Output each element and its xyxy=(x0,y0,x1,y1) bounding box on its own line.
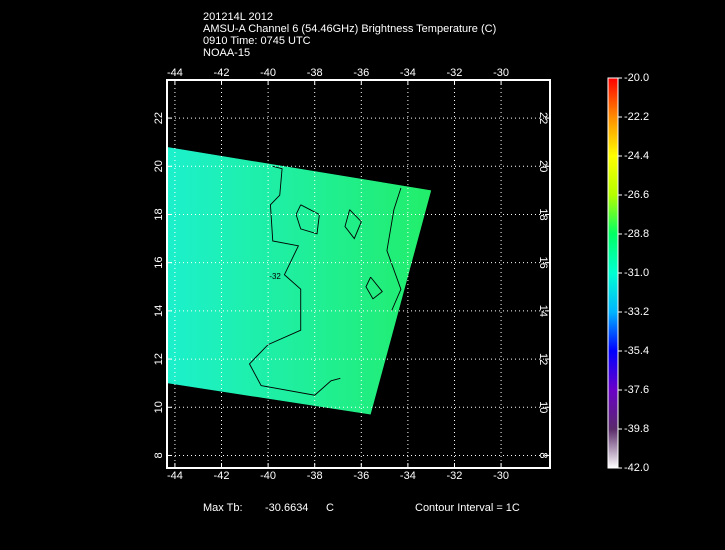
y-tick-label: 22 xyxy=(537,112,549,124)
x-tick-label: -42 xyxy=(214,67,230,79)
contour-line xyxy=(295,204,320,235)
x-tick-label: -44 xyxy=(167,470,183,482)
max-label: Max Tb: xyxy=(203,502,243,514)
colorbar-label: -35.4 xyxy=(624,345,649,357)
x-tick-label: -44 xyxy=(167,67,183,79)
x-tick-label: -32 xyxy=(447,67,463,79)
x-tick-label: -38 xyxy=(307,470,323,482)
y-tick-label: 12 xyxy=(153,353,165,365)
contour-interval: Contour Interval = 1C xyxy=(415,502,520,514)
title-line: AMSU-A Channel 6 (54.46GHz) Brightness T… xyxy=(203,23,496,35)
x-tick-label: -34 xyxy=(400,67,416,79)
x-tick-label: -36 xyxy=(353,470,369,482)
x-tick-label: -34 xyxy=(400,470,416,482)
title-line: 201214L 2012 xyxy=(203,11,273,23)
x-tick-label: -40 xyxy=(260,470,276,482)
y-tick-label: 18 xyxy=(153,208,165,220)
contour-line xyxy=(365,276,383,300)
colorbar-label: -26.6 xyxy=(624,189,649,201)
y-tick-label: 12 xyxy=(537,353,549,365)
contour-line xyxy=(344,209,362,240)
title-line: 0910 Time: 0745 UTC xyxy=(203,35,311,47)
plot-area: -32 xyxy=(167,146,432,415)
colorbar-label: -24.4 xyxy=(624,150,649,162)
max-unit: C xyxy=(326,502,334,514)
y-tick-label: 10 xyxy=(537,401,549,413)
y-tick-label: 14 xyxy=(153,305,165,317)
colorbar-label: -20.0 xyxy=(624,72,649,84)
y-tick-label: 18 xyxy=(537,208,549,220)
plot-frame xyxy=(166,79,551,469)
contour-line xyxy=(386,187,402,312)
y-tick-label: 16 xyxy=(537,257,549,269)
colorbar-label: -31.0 xyxy=(624,267,649,279)
contour-label: -32 xyxy=(269,272,281,281)
title-line: NOAA-15 xyxy=(203,47,250,59)
colorbar-label: -22.2 xyxy=(624,111,649,123)
swath xyxy=(167,146,432,415)
x-tick-label: -38 xyxy=(307,67,323,79)
x-tick-label: -32 xyxy=(447,470,463,482)
x-tick-label: -42 xyxy=(214,470,230,482)
y-tick-label: 8 xyxy=(537,452,549,458)
x-tick-label: -36 xyxy=(353,67,369,79)
x-tick-label: -30 xyxy=(493,470,509,482)
contour-line xyxy=(248,165,341,396)
x-tick-label: -30 xyxy=(493,67,509,79)
colorbar xyxy=(607,77,619,469)
y-tick-label: 20 xyxy=(537,160,549,172)
colorbar-label: -37.6 xyxy=(624,384,649,396)
colorbar-label: -28.8 xyxy=(624,228,649,240)
colorbar-label: -39.8 xyxy=(624,423,649,435)
y-tick-label: 14 xyxy=(537,305,549,317)
colorbar-label: -33.2 xyxy=(624,306,649,318)
x-tick-label: -40 xyxy=(260,67,276,79)
y-tick-label: 16 xyxy=(153,257,165,269)
y-tick-label: 8 xyxy=(153,452,165,458)
max-value: -30.6634 xyxy=(265,502,308,514)
colorbar-label: -42.0 xyxy=(624,462,649,474)
y-tick-label: 10 xyxy=(153,401,165,413)
y-tick-label: 20 xyxy=(153,160,165,172)
y-tick-label: 22 xyxy=(153,112,165,124)
